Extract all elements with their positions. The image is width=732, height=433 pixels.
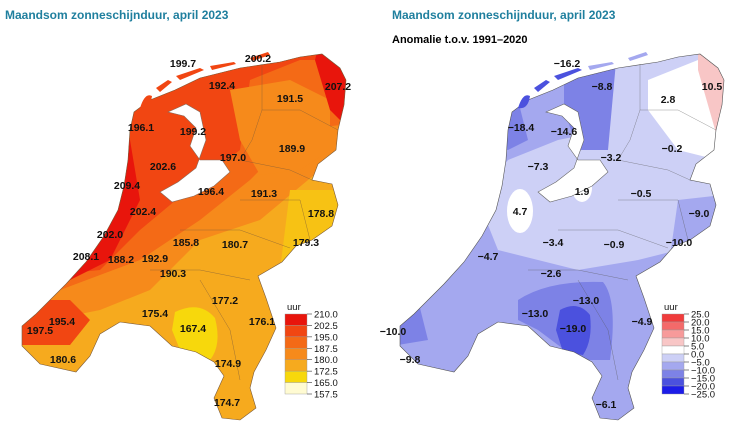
left-map-value-label: 167.4 bbox=[180, 323, 206, 335]
left-map-legend-swatch bbox=[284, 348, 308, 360]
right-map-value-label: −7.3 bbox=[528, 161, 549, 173]
left-map-legend-tick-label: 165.0 bbox=[314, 378, 338, 389]
right-map-value-label: −14.6 bbox=[551, 126, 578, 138]
left-map-value-label: 207.2 bbox=[325, 81, 351, 93]
left-map-value-label: 192.4 bbox=[209, 80, 235, 92]
right-map-legend-tick-label: 20.0 bbox=[691, 318, 710, 329]
right-map-legend-swatch bbox=[661, 369, 685, 379]
right-map-value-label: −19.0 bbox=[560, 323, 587, 335]
left-map-value-label: 197.5 bbox=[27, 325, 53, 337]
right-map-legend-tick-label: −15.0 bbox=[691, 374, 715, 385]
right-map-legend-tick-label: −25.0 bbox=[691, 390, 715, 401]
right-map-value-label: −10.0 bbox=[666, 237, 693, 249]
right-map-legend-tick-label: −10.0 bbox=[691, 366, 715, 377]
left-map-value-label: 177.2 bbox=[212, 295, 238, 307]
right-map-value-label: −4.7 bbox=[478, 251, 499, 263]
right-map-value-label: −0.9 bbox=[604, 239, 625, 251]
left-map-value-label: 200.2 bbox=[245, 53, 271, 65]
left-map-legend-tick-label: 187.5 bbox=[314, 344, 338, 355]
left-map-legend-tick-label: 195.0 bbox=[314, 332, 338, 343]
left-map-value-label: 197.0 bbox=[220, 152, 246, 164]
left-map-legend-swatch bbox=[284, 370, 308, 383]
left-map-title: Maandsom zonneschijnduur, april 2023 bbox=[5, 8, 229, 22]
right-map-legend-swatch bbox=[661, 385, 685, 395]
right-map-legend-tick-label: 0.0 bbox=[691, 350, 704, 361]
left-map-legend-tick-label: 172.5 bbox=[314, 367, 338, 378]
right-map-value-label: −18.4 bbox=[508, 122, 535, 134]
left-map-value-label: 178.8 bbox=[308, 208, 334, 220]
left-map-value-label: 209.4 bbox=[114, 180, 140, 192]
right-map-legend-tick-label: −5.0 bbox=[691, 358, 710, 369]
left-map-legend-unit: uur bbox=[287, 302, 301, 313]
left-map-legend-swatch bbox=[284, 336, 308, 349]
right-map-legend-swatch bbox=[661, 345, 685, 355]
right-map-legend-swatch bbox=[661, 321, 685, 331]
right-map-value-label: −10.0 bbox=[380, 326, 407, 338]
left-map-legend-swatch bbox=[284, 359, 308, 372]
left-map-value-label: 196.4 bbox=[198, 186, 224, 198]
right-map-legend-swatch bbox=[661, 377, 685, 387]
left-map-value-label: 188.2 bbox=[108, 254, 134, 266]
right-map-title: Maandsom zonneschijnduur, april 2023 bbox=[392, 8, 616, 22]
right-map-legend-swatch bbox=[661, 329, 685, 339]
left-map-value-label: 202.4 bbox=[130, 206, 156, 218]
left-map-legend-swatch bbox=[284, 382, 308, 395]
right-map-legend-tick-label: 15.0 bbox=[691, 326, 710, 337]
left-map-value-label: 175.4 bbox=[142, 308, 168, 320]
right-map-legend-tick-label: 10.0 bbox=[691, 334, 710, 345]
left-map-value-label: 202.6 bbox=[150, 161, 176, 173]
right-map-value-label: −9.0 bbox=[689, 208, 710, 220]
right-map-value-label: 10.5 bbox=[702, 81, 723, 93]
left-map-legend-tick-label: 157.5 bbox=[314, 390, 338, 401]
left-map-value-label: 180.7 bbox=[222, 239, 248, 251]
left-map-legend-tick-label: 210.0 bbox=[314, 310, 338, 321]
left-map-value-label: 190.3 bbox=[160, 268, 186, 280]
right-map-value-label: −2.6 bbox=[541, 268, 562, 280]
left-map-value-label: 199.7 bbox=[170, 58, 196, 70]
right-map-legend-tick-label: 5.0 bbox=[691, 342, 704, 353]
right-map-value-label: −13.0 bbox=[522, 308, 549, 320]
right-map-legend-swatch bbox=[661, 361, 685, 371]
right-map-legend-tick-label: −20.0 bbox=[691, 382, 715, 393]
right-map-value-label: 1.9 bbox=[575, 186, 590, 198]
left-map-value-label: 176.1 bbox=[249, 316, 275, 328]
left-map-value-label: 192.9 bbox=[142, 253, 168, 265]
right-map-legend-swatch bbox=[661, 337, 685, 347]
left-map-value-label: 185.8 bbox=[173, 237, 199, 249]
right-map-legend-swatch bbox=[661, 313, 685, 323]
left-map-value-label: 202.0 bbox=[97, 229, 123, 241]
right-map-value-label: −9.8 bbox=[400, 354, 421, 366]
left-map-value-label: 195.4 bbox=[49, 316, 75, 328]
right-map-value-label: 4.7 bbox=[513, 206, 528, 218]
right-map-value-label: −6.1 bbox=[596, 399, 617, 411]
left-map-legend-tick-label: 180.0 bbox=[314, 355, 338, 366]
left-map-value-label: 208.1 bbox=[73, 251, 99, 263]
right-map-value-label: −0.5 bbox=[631, 188, 652, 200]
left-map-value-label: 180.6 bbox=[50, 354, 76, 366]
right-map-value-label: −16.2 bbox=[554, 58, 581, 70]
left-map-legend-tick-label: 202.5 bbox=[314, 321, 338, 332]
left-map-value-label: 189.9 bbox=[279, 143, 305, 155]
left-map-value-label: 199.2 bbox=[180, 126, 206, 138]
left-map-value-label: 191.3 bbox=[251, 188, 277, 200]
left-map-legend-swatch bbox=[284, 313, 308, 326]
right-map-value-label: −13.0 bbox=[573, 295, 600, 307]
left-map-value-label: 179.3 bbox=[293, 237, 319, 249]
right-map-subtitle: Anomalie t.o.v. 1991–2020 bbox=[392, 34, 528, 46]
left-map-value-label: 191.5 bbox=[277, 93, 303, 105]
left-map-value-label: 174.7 bbox=[214, 397, 240, 409]
left-map-legend-swatch bbox=[284, 325, 308, 338]
right-map-value-label: −3.4 bbox=[543, 237, 564, 249]
right-map-legend-swatch bbox=[661, 353, 685, 363]
left-map-value-label: 174.9 bbox=[215, 358, 241, 370]
right-map-value-label: −0.2 bbox=[662, 143, 683, 155]
left-map-value-label: 196.1 bbox=[128, 122, 154, 134]
right-map-legend-unit: uur bbox=[664, 302, 678, 313]
right-map-value-label: −3.2 bbox=[601, 152, 622, 164]
right-map-value-label: −8.8 bbox=[592, 81, 613, 93]
right-map-value-label: −4.9 bbox=[632, 316, 653, 328]
right-map-value-label: 2.8 bbox=[661, 94, 676, 106]
right-map-legend-tick-label: 25.0 bbox=[691, 310, 710, 321]
